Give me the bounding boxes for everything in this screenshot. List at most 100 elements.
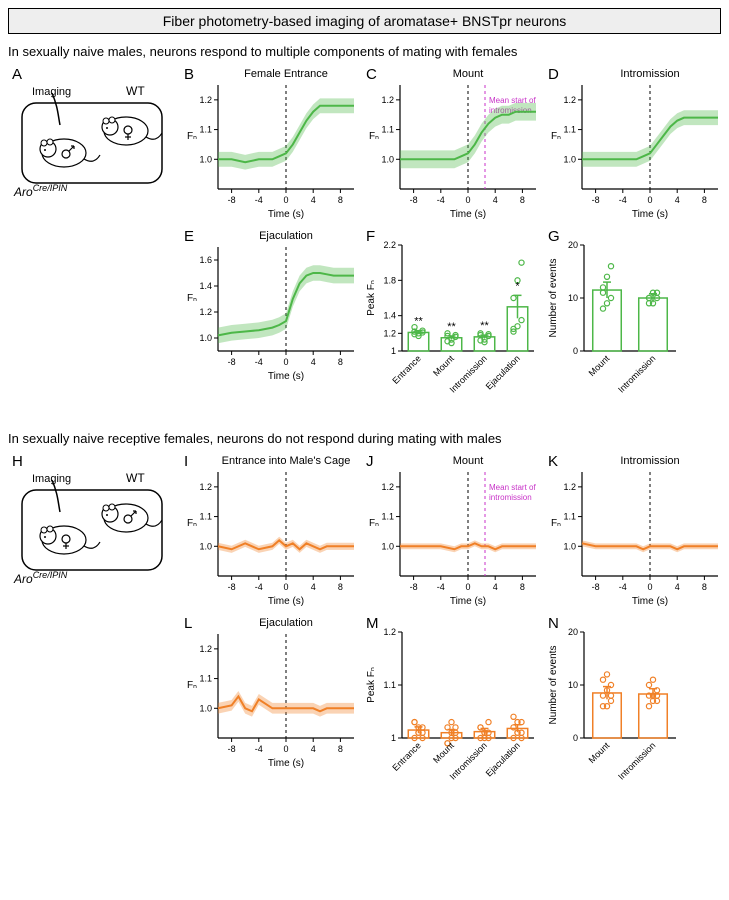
svg-text:1.1: 1.1 [199,674,212,684]
svg-text:1.2: 1.2 [563,95,576,105]
svg-text:-8: -8 [228,195,236,205]
svg-text:Fₙ: Fₙ [187,131,197,142]
svg-text:1.0: 1.0 [563,541,576,551]
genotype-prefix-f: Aro [14,572,33,586]
svg-text:**: ** [447,321,456,333]
svg-text:1.0: 1.0 [563,154,576,164]
row-EFG: AroCre/IPIN EjaculationE1.01.21.41.6-8-4… [8,225,721,425]
svg-text:8: 8 [338,582,343,592]
svg-text:20: 20 [568,627,578,637]
svg-text:Time (s): Time (s) [268,209,304,220]
svg-text:Intromission: Intromission [620,68,679,80]
svg-text:-4: -4 [255,357,263,367]
svg-text:8: 8 [520,195,525,205]
panel-J: MountJ1.01.11.2-8-4048Time (s)FₙMean sta… [362,450,542,610]
panel-E: EjaculationE1.01.21.41.6-8-4048Time (s)F… [180,225,360,385]
svg-text:Mount: Mount [587,353,612,378]
svg-text:1.2: 1.2 [383,627,396,637]
svg-text:8: 8 [338,744,343,754]
panel-N: N 0 10 20 Number of events MountIntromission [544,612,684,812]
svg-text:-4: -4 [255,195,263,205]
svg-text:20: 20 [568,240,578,250]
svg-text:1: 1 [391,733,396,743]
svg-text:H: H [12,453,23,470]
svg-text:10: 10 [568,680,578,690]
svg-text:1.0: 1.0 [199,541,212,551]
svg-text:Entrance: Entrance [390,353,423,386]
svg-text:Ejaculation: Ejaculation [484,353,522,391]
svg-text:Mount: Mount [453,68,484,80]
svg-text:Number of events: Number of events [548,259,559,338]
svg-text:-4: -4 [255,744,263,754]
svg-text:1.2: 1.2 [563,482,576,492]
svg-text:1.1: 1.1 [381,512,394,522]
svg-text:Number of events: Number of events [548,646,559,725]
svg-text:Time (s): Time (s) [450,209,486,220]
svg-text:Mount: Mount [431,740,456,765]
svg-text:-4: -4 [437,582,445,592]
svg-text:Mount: Mount [431,353,456,378]
svg-text:1: 1 [391,346,396,356]
svg-text:1.0: 1.0 [199,154,212,164]
panel-G: G01020Number of eventsMountIntromission [544,225,684,425]
svg-text:8: 8 [338,195,343,205]
svg-text:Imaging: Imaging [32,473,71,485]
genotype-sup-f: Cre/IPIN [33,570,68,580]
svg-text:1.2: 1.2 [199,307,212,317]
svg-text:Entrance into Male's Cage: Entrance into Male's Cage [222,455,351,467]
svg-text:1.8: 1.8 [383,275,396,285]
svg-text:8: 8 [702,195,707,205]
svg-text:Intromission: Intromission [620,455,679,467]
svg-text:1.1: 1.1 [199,125,212,135]
svg-text:Mount: Mount [587,740,612,765]
svg-text:A: A [12,66,22,83]
figure-title: Fiber photometry-based imaging of aromat… [8,8,721,34]
svg-text:I: I [184,453,188,470]
svg-text:0: 0 [465,195,470,205]
svg-text:1.2: 1.2 [199,644,212,654]
panel-L: EjaculationL1.01.11.2-8-4048Time (s)Fₙ [180,612,360,772]
row-LMN: AroCre/IPIN EjaculationL1.01.11.2-8-4048… [8,612,721,812]
svg-text:0: 0 [573,733,578,743]
svg-text:Time (s): Time (s) [268,371,304,382]
genotype-male: AroCre/IPIN [14,183,178,199]
svg-text:1.1: 1.1 [383,680,396,690]
row-ABCD: AImagingWT Female Entrance B 1.0 1.1 1.2 -8 -4… [8,63,721,223]
svg-text:D: D [548,66,559,83]
svg-text:-4: -4 [437,195,445,205]
svg-text:Fₙ: Fₙ [551,131,561,142]
svg-text:1.1: 1.1 [199,512,212,522]
svg-text:1.2: 1.2 [199,95,212,105]
svg-text:*: * [515,280,520,292]
svg-text:C: C [366,66,377,83]
panel-I: Entrance into Male's CageI1.01.11.2-8-40… [180,450,360,610]
svg-text:Time (s): Time (s) [450,596,486,607]
svg-text:Ejaculation: Ejaculation [484,740,522,778]
svg-text:0: 0 [573,346,578,356]
svg-text:Mount: Mount [453,455,484,467]
svg-text:Ejaculation: Ejaculation [259,617,313,629]
panel-K: IntromissionK1.01.11.2-8-4048Time (s)Fₙ [544,450,724,610]
svg-text:1.1: 1.1 [381,125,394,135]
panel-M: M11.11.2Peak FₙEntranceMountIntromission… [362,612,542,812]
genotype-female: AroCre/IPIN [14,570,178,586]
svg-text:**: ** [480,320,489,332]
svg-text:Female Entrance: Female Entrance [244,68,328,80]
panel-A: AImagingWT [8,63,178,223]
svg-text:-8: -8 [228,744,236,754]
svg-text:N: N [548,615,559,632]
svg-text:WT: WT [126,84,145,98]
svg-text:4: 4 [675,582,680,592]
panel-D: IntromissionD1.01.11.2-8-4048Time (s)Fₙ [544,63,724,223]
svg-text:1.1: 1.1 [563,512,576,522]
svg-text:4: 4 [311,195,316,205]
svg-text:F: F [366,228,375,245]
svg-text:Mean start of: Mean start of [489,483,536,492]
svg-text:10: 10 [568,293,578,303]
svg-text:8: 8 [520,582,525,592]
svg-text:-8: -8 [410,195,418,205]
svg-text:Intromission: Intromission [616,740,657,781]
svg-text:B: B [184,66,194,83]
svg-text:1.4: 1.4 [199,281,212,291]
svg-text:Peak Fₙ: Peak Fₙ [366,280,377,316]
